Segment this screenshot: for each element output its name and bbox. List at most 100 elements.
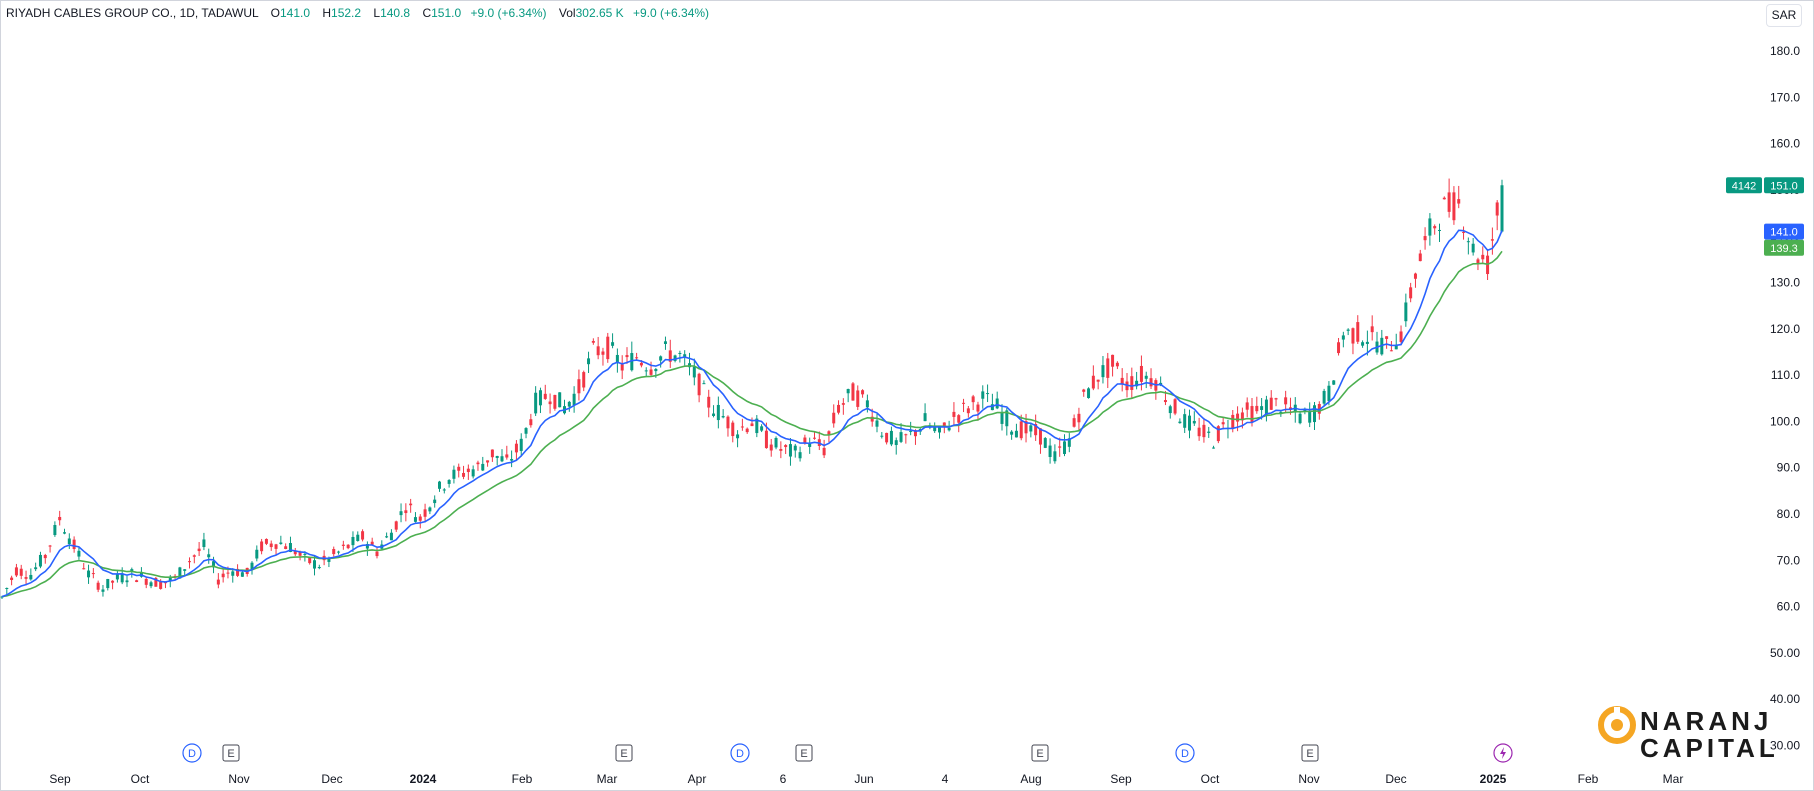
candle-body (168, 577, 172, 582)
candle-body (923, 413, 927, 422)
candle-body (264, 538, 268, 544)
candle-body (462, 472, 466, 477)
candle-body (212, 561, 216, 568)
y-tick-label: 170.0 (1770, 90, 1800, 104)
earnings-marker (222, 744, 240, 762)
candle-body (1163, 400, 1167, 403)
candle-body (1471, 243, 1475, 253)
ema-fast-text: 141.0 (1770, 227, 1798, 239)
candle-body (106, 578, 110, 589)
volume-change: +9.0 (+6.34%) (632, 6, 710, 20)
candle-body (1418, 253, 1422, 262)
candle-body (5, 587, 9, 589)
candle-body (774, 437, 778, 448)
candle-body (1413, 273, 1417, 279)
candle-body (697, 373, 701, 396)
candle-body (457, 466, 461, 471)
candle-body (529, 419, 533, 426)
candle-body (1370, 326, 1374, 333)
y-tick-label: 40.00 (1770, 692, 1800, 706)
x-tick-label: Feb (1578, 772, 1599, 786)
candle-body (1433, 226, 1437, 229)
candle-body (947, 427, 951, 431)
candle-body (1135, 380, 1139, 387)
candle-body (1447, 192, 1451, 212)
candle-body (1038, 428, 1042, 445)
candle-body (505, 454, 509, 458)
candle-body (692, 366, 696, 378)
candle-body (1500, 185, 1504, 232)
candle-body (1452, 192, 1456, 221)
candle-body (476, 462, 480, 465)
candle-body (995, 398, 999, 409)
currency-button[interactable]: SAR (1766, 4, 1802, 27)
candle-body (341, 544, 345, 546)
candle-body (351, 536, 355, 546)
candle-body (625, 355, 629, 358)
candle-body (1082, 389, 1086, 392)
candle-body (202, 539, 206, 548)
candle-body (663, 341, 667, 344)
candle-body (726, 416, 730, 429)
candle-body (394, 521, 398, 530)
y-tick-label: 180.0 (1770, 44, 1800, 58)
candle-body (413, 517, 417, 522)
dividend-marker-label: D (188, 748, 196, 760)
candle-body (144, 578, 148, 585)
y-tick-label: 130.0 (1770, 276, 1800, 290)
candle-body (1101, 365, 1105, 378)
candle-body (1183, 414, 1187, 428)
candle-body (91, 573, 95, 575)
candle-body (1053, 451, 1057, 462)
candle-body (611, 342, 615, 346)
candle-body (639, 362, 643, 366)
candle-body (981, 391, 985, 399)
x-tick-label: Sep (49, 772, 71, 786)
candle-body (1288, 407, 1292, 410)
candle-body (63, 532, 66, 534)
candle-body (769, 444, 773, 451)
y-tick-label: 70.0 (1777, 553, 1801, 567)
volume-tag (1726, 177, 1762, 194)
candle-body (808, 443, 812, 447)
candle-body (1240, 412, 1244, 421)
ema-slow-text: 139.3 (1770, 243, 1798, 255)
candle-body (731, 422, 735, 437)
candle-body (659, 356, 663, 361)
candle-body (1327, 385, 1331, 402)
candle-body (43, 554, 47, 559)
candle-body (1284, 397, 1288, 405)
candle-body (481, 463, 485, 471)
candle-body (803, 437, 807, 444)
candle-body (962, 402, 966, 404)
candle-body (399, 511, 403, 516)
ema-slow-tag (1764, 239, 1804, 256)
candle-body (1322, 390, 1326, 404)
candle-body (423, 509, 427, 517)
candle-body (1476, 259, 1480, 264)
earnings-marker (795, 744, 813, 762)
candle-body (1048, 445, 1052, 458)
candle-body (226, 572, 230, 574)
candle-body (466, 468, 470, 473)
candle-body (101, 589, 105, 592)
high-label: H (322, 6, 332, 20)
brand-name-line1: NARANJ (1640, 706, 1773, 736)
candle-body (1313, 405, 1316, 423)
candle-body (183, 569, 187, 571)
candle-body (433, 499, 437, 504)
candle-body (553, 394, 557, 409)
y-tick-label: 30.00 (1770, 739, 1800, 753)
candle-body (87, 570, 91, 578)
ema-fast-tag (1764, 223, 1804, 240)
candle-body (1490, 239, 1494, 241)
candle-body (207, 554, 211, 558)
candle-body (1178, 421, 1182, 424)
candle-body (1332, 380, 1336, 385)
candle-body (1087, 388, 1091, 399)
candle-body (827, 431, 831, 435)
y-tick-label: 120.0 (1770, 322, 1800, 336)
x-tick-label: 6 (780, 772, 787, 786)
candle-body (67, 538, 71, 545)
